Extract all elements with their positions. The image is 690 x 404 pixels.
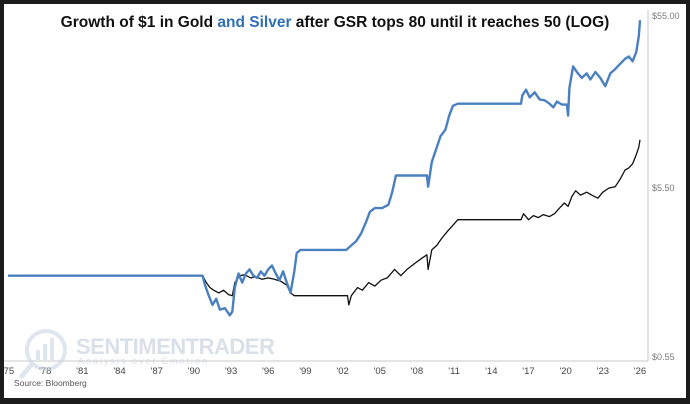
x-tick-label: '96 <box>262 366 274 377</box>
source-note: Source: Bloomberg <box>14 378 87 388</box>
series-line-1 <box>8 20 642 317</box>
chart-plot: $55.00 $5.50 $0.55 '75 '78 '81 '84 '87 '90 '93 '96… <box>4 10 680 379</box>
chart-panel: Growth of $1 in Gold and Silver after GS… <box>4 4 686 398</box>
x-tick-label: '17 <box>522 366 534 377</box>
x-tick-label: '02 <box>336 366 348 377</box>
x-tick-label: '84 <box>113 366 125 377</box>
y-tick-label: $55.00 <box>652 11 680 21</box>
x-tick-label: '26 <box>634 366 646 377</box>
x-tick-label: '11 <box>448 366 460 377</box>
y-tick-label: $5.50 <box>652 183 675 193</box>
x-tick-label: '93 <box>225 366 237 377</box>
x-tick-label: '81 <box>76 366 88 377</box>
x-tick-label: '23 <box>597 366 609 377</box>
x-tick-label: '78 <box>39 366 51 377</box>
watermark-logo: SENTIMENTRADER <box>76 334 275 359</box>
chart-title: Growth of $1 in Gold and Silver after GS… <box>4 14 666 32</box>
watermark-magnifier-icon <box>19 329 67 379</box>
x-tick-label: '08 <box>411 366 423 377</box>
x-tick-label: '05 <box>374 366 386 377</box>
series-line-2 <box>202 139 641 306</box>
chart-title-highlight: and Silver <box>217 14 292 31</box>
x-tick-label: '87 <box>151 366 163 377</box>
x-tick-label: '75 <box>4 366 14 377</box>
x-tick-label: '20 <box>559 366 571 377</box>
x-tick-label: '90 <box>188 366 200 377</box>
chart-title-part3: after GSR tops 80 until it reaches 50 (L… <box>291 14 610 31</box>
x-tick-label: '99 <box>299 366 311 377</box>
x-tick-label: '14 <box>485 366 497 377</box>
chart-title-part1: Growth of $1 in Gold <box>60 14 218 31</box>
y-tick-label: $0.55 <box>652 352 675 362</box>
